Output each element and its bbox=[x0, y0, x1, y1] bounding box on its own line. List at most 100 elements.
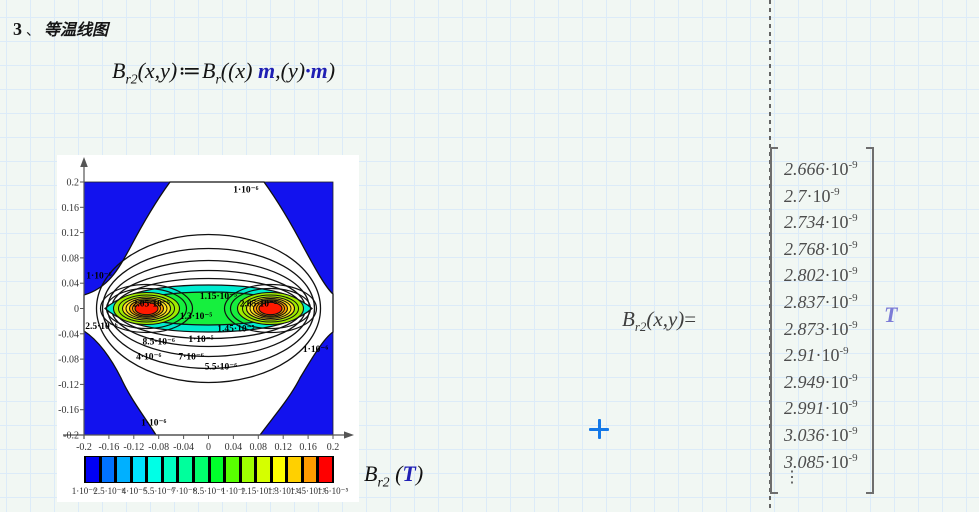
contour-plot-area: 1·10⁻⁶ 1·10⁻⁶ 1·10⁻⁶ 1·10⁻⁶ 2.5·10⁻⁶ 8.5·10⁻⁶… bbox=[83, 181, 334, 436]
result-matrix[interactable]: 2.666·10-9 2.7·10-9 2.734·10-9 2.768·10-9 2.… bbox=[770, 147, 874, 494]
x-tick-label: -0.04 bbox=[173, 442, 194, 453]
colorbar-tick-label: 5.5·10⁻⁶ bbox=[143, 486, 175, 496]
colorbar-tick-label: 1.15·10⁻⁵ bbox=[240, 486, 277, 496]
x-tick-label: 0.12 bbox=[274, 442, 292, 453]
colorbar-cell bbox=[116, 456, 132, 483]
x-tick-label: 0.2 bbox=[327, 442, 340, 453]
hotspot-right bbox=[223, 283, 318, 334]
colorbar-tick-label: 1.3·10⁻⁵ bbox=[267, 486, 299, 496]
x-tick-label: -0.12 bbox=[123, 442, 144, 453]
y-tick-label: 0 bbox=[74, 304, 79, 315]
x-tick-label: 0.16 bbox=[299, 442, 317, 453]
colorbar-tick-label: 1·10⁻⁶ bbox=[71, 486, 97, 496]
colorbar-cell bbox=[193, 456, 210, 483]
formula-lhs-args: (x,y) bbox=[137, 58, 178, 83]
unit-m-1: m bbox=[258, 58, 276, 83]
colorbar-tick-label: 2.5·10⁻⁶ bbox=[93, 486, 125, 496]
matrix-value: 2.949·10-9 bbox=[784, 371, 858, 392]
contour-plot-region[interactable]: 1·10⁻⁶ 1·10⁻⁶ 1·10⁻⁶ 1·10⁻⁶ 2.5·10⁻⁶ 8.5·10⁻⁶… bbox=[57, 155, 359, 502]
matrix-value: 3.036·10-9 bbox=[784, 424, 858, 445]
matrix-value: 2.768·10-9 bbox=[784, 238, 858, 259]
legend-open-paren: ( bbox=[389, 461, 403, 486]
y-tick-label: -0.2 bbox=[63, 431, 79, 442]
legend-close-paren: ) bbox=[415, 461, 424, 486]
contour-level-label: 4·10⁻⁶ bbox=[136, 353, 161, 363]
colorbar-tick-label: 7·10⁻⁶ bbox=[171, 486, 196, 496]
colorbar-cell bbox=[209, 456, 226, 483]
colorbar-cell bbox=[240, 456, 257, 483]
y-axis-arrow bbox=[80, 157, 88, 167]
matrix-left-bracket bbox=[770, 147, 778, 494]
colorbar-cell bbox=[302, 456, 319, 483]
x-tick-label: 0 bbox=[206, 442, 211, 453]
result-expression[interactable]: Br2(x,y)= bbox=[622, 307, 696, 335]
section-separator: 、 bbox=[26, 24, 40, 39]
colorbar-cell bbox=[178, 456, 194, 483]
contour-level-label: 1·10⁻⁶ bbox=[141, 418, 166, 428]
assign-operator: ≔ bbox=[178, 58, 201, 83]
contour-level-label: 1·10⁻⁶ bbox=[86, 272, 111, 282]
y-tick-label: 0.04 bbox=[62, 279, 80, 290]
colorbar-tick-label: 1.6·10⁻⁵ bbox=[317, 486, 349, 496]
contour-level-label: 2.5·10⁻⁶ bbox=[85, 322, 118, 332]
contour-plot-canvas: 1·10⁻⁶ 1·10⁻⁶ 1·10⁻⁶ 1·10⁻⁶ 2.5·10⁻⁶ 8.5·10⁻⁶… bbox=[58, 157, 354, 453]
y-tick-label: -0.16 bbox=[58, 405, 79, 416]
hotspot-left bbox=[99, 283, 194, 334]
colorbar-cell bbox=[84, 456, 101, 483]
y-tick-label: 0.12 bbox=[62, 228, 80, 239]
colorbar-tick-labels: 1·10⁻⁶ 2.5·10⁻⁶ 4·10⁻⁶ 5.5·10⁻⁶ 7·10⁻⁶ 8.5·10… bbox=[72, 486, 349, 500]
x-tick-label: -0.08 bbox=[148, 442, 169, 453]
legend-unit-T: T bbox=[402, 461, 416, 486]
colorbar-cell bbox=[162, 456, 179, 483]
y-tick-label: 0.08 bbox=[62, 253, 80, 264]
x-tick-label: -0.16 bbox=[98, 442, 119, 453]
colorbar-tick-label: 8.5·10⁻⁶ bbox=[192, 486, 225, 496]
formula-lhs-sub: r2 bbox=[125, 71, 138, 87]
colorbar-tick-label: 1.45·10⁻⁵ bbox=[290, 486, 326, 496]
colorbar-cell bbox=[271, 456, 288, 483]
insertion-crosshair-cursor bbox=[589, 419, 609, 439]
matrix-value: 2.991·10-9 bbox=[784, 398, 858, 419]
matrix-value: 2.7·10-9 bbox=[784, 185, 840, 206]
matrix-value: 2.666·10-9 bbox=[784, 159, 858, 179]
contour-level-label: 7·10⁻⁶ bbox=[178, 353, 203, 363]
contour-level-label: 1.15·10⁻⁵ bbox=[200, 292, 237, 302]
section-title: 3 、等温线图 bbox=[13, 16, 108, 40]
formula-lhs-base: B bbox=[112, 58, 126, 83]
contour-level-label: 8.5·10⁻⁶ bbox=[142, 337, 175, 347]
x-tick-label: 0.04 bbox=[225, 442, 243, 453]
colorbar-tick-label: 1·10⁻⁵ bbox=[221, 486, 246, 496]
result-base: B bbox=[622, 307, 635, 331]
formula-rhs-open: ((x) bbox=[220, 58, 259, 83]
y-tick-label: -0.08 bbox=[58, 355, 79, 366]
colorbar bbox=[84, 456, 334, 483]
result-sub: r2 bbox=[634, 319, 647, 335]
colorbar-cell bbox=[256, 456, 272, 483]
contour-level-label: 1·10⁻⁶ bbox=[303, 345, 328, 355]
matrix-ellipsis: ⋮ bbox=[784, 469, 800, 487]
plot-axes bbox=[63, 163, 348, 439]
result-args: (x,y) bbox=[646, 307, 685, 331]
formula-rhs-sub: r bbox=[215, 71, 221, 87]
matrix-value: 2.837·10-9 bbox=[784, 291, 858, 312]
legend-base: B bbox=[364, 461, 378, 486]
matrix-value: 2.802·10-9 bbox=[784, 265, 858, 286]
colorbar-legend-label: Br2 (T) bbox=[364, 461, 423, 490]
colorbar-cell bbox=[100, 456, 117, 483]
contour-labels: 1·10⁻⁶ 1·10⁻⁶ 1·10⁻⁶ 1·10⁻⁶ 2.5·10⁻⁶ 8.5·10⁻⁶… bbox=[85, 186, 328, 429]
crosshair-vertical bbox=[597, 419, 601, 439]
contour-level-label: 1.3·10⁻⁵ bbox=[180, 312, 213, 322]
colorbar-cell bbox=[287, 456, 303, 483]
y-tick-label: 0.2 bbox=[67, 178, 80, 189]
section-number: 3 bbox=[13, 19, 22, 39]
contour-level-label: 1.45·10⁻⁵ bbox=[217, 325, 254, 335]
contour-level-label: 2.05·10⁻⁵ bbox=[240, 299, 277, 309]
contour-level-label: 1·10⁻⁵ bbox=[188, 335, 213, 345]
definition-formula-region[interactable]: Br2(x,y)≔Br((x) m,(y)·m) bbox=[112, 58, 335, 87]
colorbar-cell bbox=[225, 456, 241, 483]
colorbar-cell bbox=[318, 456, 334, 483]
matrix-right-bracket bbox=[865, 147, 874, 494]
formula-rhs-mid: ,(y) bbox=[275, 58, 306, 83]
contour-level-label: 5.5·10⁻⁶ bbox=[205, 363, 238, 373]
